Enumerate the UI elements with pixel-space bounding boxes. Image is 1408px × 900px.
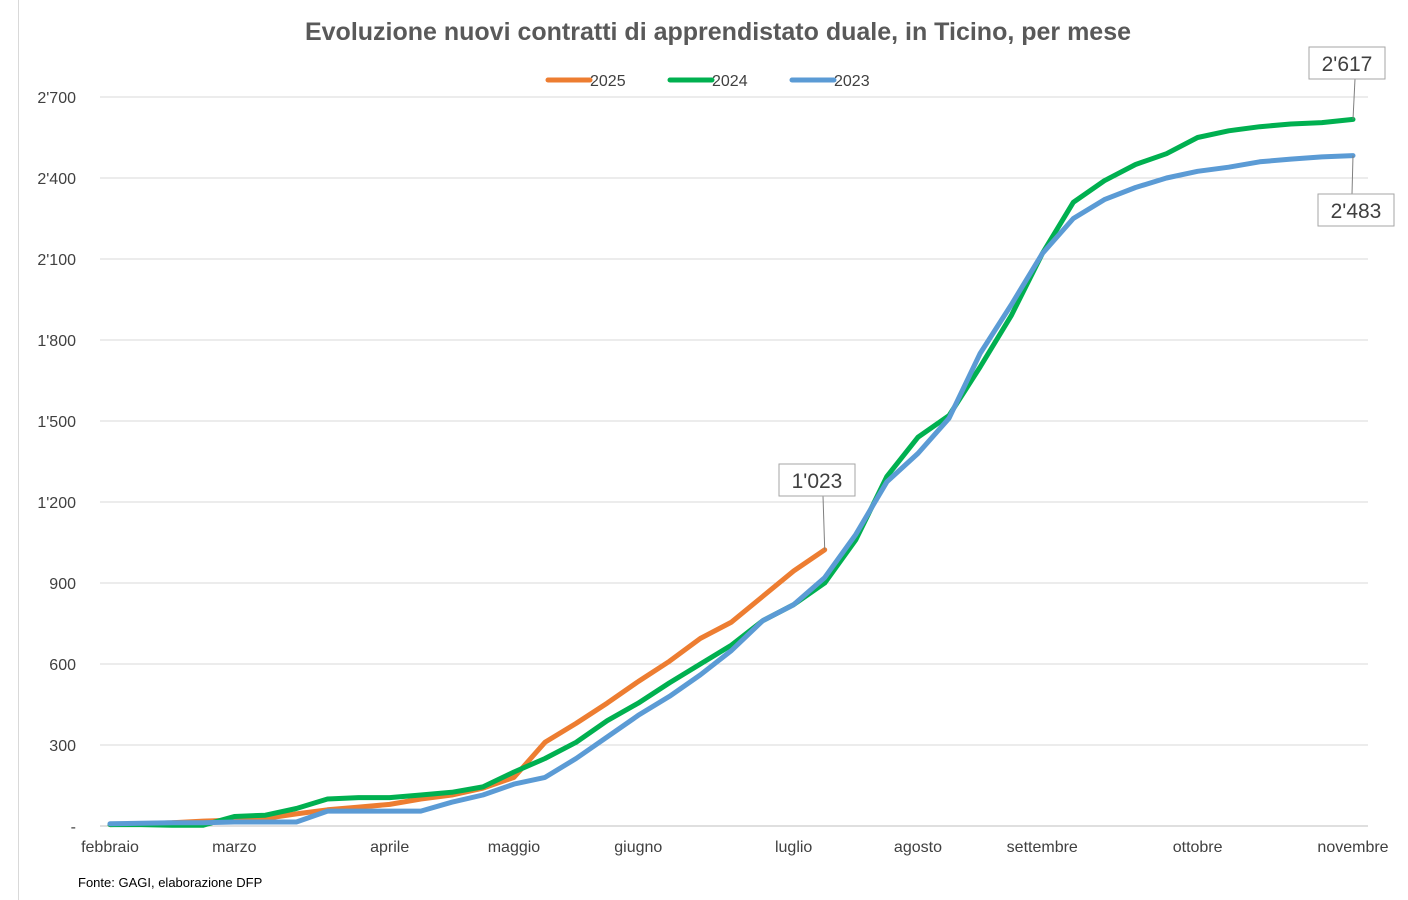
x-tick-label: giugno (614, 839, 662, 856)
x-tick-label: novembre (1317, 839, 1388, 856)
series-line-2023 (107, 153, 1356, 827)
x-tick-label: aprile (370, 839, 409, 856)
callout-box-2024 (1308, 46, 1386, 80)
x-tick-label: settembre (1007, 839, 1078, 856)
grid-lines (100, 96, 1368, 827)
y-tick-label: 900 (49, 576, 76, 593)
y-tick-label: 300 (49, 738, 76, 755)
callout-leader-2025 (822, 495, 826, 550)
x-tick-label: febbraio (81, 839, 139, 856)
chart-legend: 2025 2024 2023 (545, 73, 870, 90)
callout-box-2025 (778, 463, 856, 497)
x-tick-label: agosto (894, 839, 942, 856)
y-tick-label: 1'800 (37, 333, 76, 350)
y-tick-label: 1'200 (37, 495, 76, 512)
chart-title: Evoluzione nuovi contratti di apprendist… (305, 18, 1131, 46)
series-line-2025 (107, 547, 828, 828)
callout-leader-2023 (1351, 155, 1354, 195)
series-lines (107, 116, 1356, 828)
x-tick-label: maggio (488, 839, 541, 856)
chart-border-line (18, 0, 19, 900)
callout-label-2025: 1'023 (792, 470, 843, 493)
x-tick-label: luglio (775, 839, 812, 856)
y-tick-label: 600 (49, 657, 76, 674)
y-tick-label: 2'400 (37, 171, 76, 188)
callout-leader-2024 (1352, 78, 1356, 120)
x-tick-label: ottobre (1173, 839, 1223, 856)
callouts: 1'023 2'617 2'483 (778, 46, 1395, 550)
source-note: Fonte: GAGI, elaborazione DFP (78, 875, 262, 890)
series-line-2024 (107, 116, 1356, 828)
callout-label-2023: 2'483 (1331, 200, 1382, 223)
y-tick-label: - (71, 819, 76, 836)
callout-label-2024: 2'617 (1322, 53, 1373, 76)
y-tick-label: 2'700 (37, 90, 76, 107)
x-axis: febbraio marzo aprile maggio giugno luglio ago… (81, 839, 1389, 856)
legend-label-2024: 2024 (712, 73, 748, 90)
legend-label-2025: 2025 (590, 73, 626, 90)
callout-box-2023 (1317, 193, 1395, 227)
legend-label-2023: 2023 (834, 73, 870, 90)
y-tick-label: 1'500 (37, 414, 76, 431)
x-tick-label: marzo (212, 839, 257, 856)
y-axis: - 300 600 900 1'200 1'500 1'800 2'100 2'400 2'700 (37, 90, 76, 836)
y-tick-label: 2'100 (37, 252, 76, 269)
